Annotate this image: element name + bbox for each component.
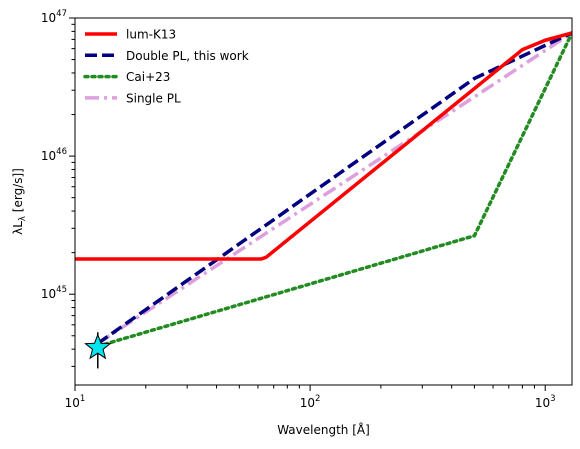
ticks-layer: 101 102 103 1045 1046 1047 <box>41 9 556 410</box>
y-axis-label: λLλ [erg/s]] <box>11 168 28 235</box>
x-tick-label: 103 <box>535 394 556 410</box>
x-tick-label: 102 <box>300 394 321 410</box>
legend: lum-K13 Double PL, this work Cai+23 Single … <box>83 28 249 105</box>
plot-frame <box>74 17 573 386</box>
legend-label: Single PL <box>126 91 181 105</box>
series-line-0 <box>75 31 572 261</box>
marker-layer <box>84 332 112 369</box>
legend-label: Double PL, this work <box>126 49 249 63</box>
star-marker <box>84 333 112 360</box>
y-tick-label: 1047 <box>41 9 67 25</box>
series-layer <box>75 31 572 348</box>
legend-label: lum-K13 <box>126 28 176 42</box>
x-axis-label: Wavelength [Å] <box>277 422 370 437</box>
series-line-3 <box>96 31 572 345</box>
x-tick-label: 101 <box>65 394 86 410</box>
y-tick-label: 1046 <box>41 147 67 163</box>
legend-label: Cai+23 <box>126 70 170 84</box>
series-line-2 <box>96 31 572 348</box>
y-tick-label: 1045 <box>41 285 67 301</box>
series-line-1 <box>96 31 572 345</box>
